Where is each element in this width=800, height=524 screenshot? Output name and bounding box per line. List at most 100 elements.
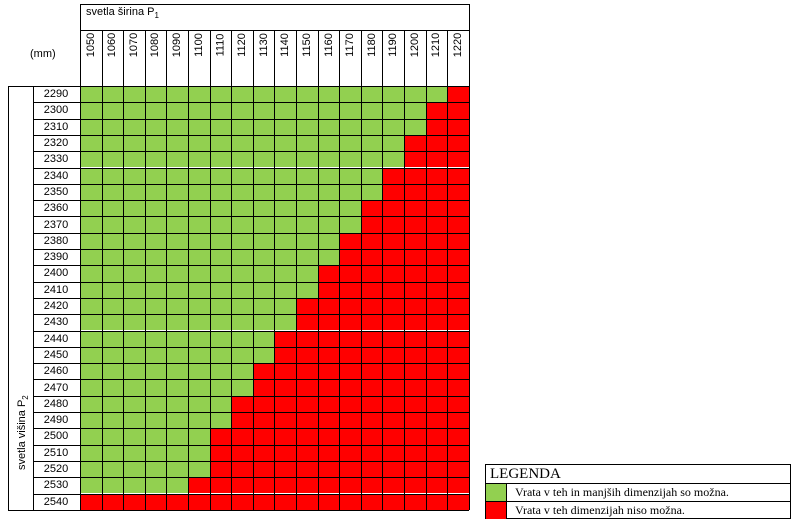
cell-not-possible bbox=[447, 428, 469, 445]
cell-not-possible bbox=[231, 412, 253, 429]
grid-line bbox=[33, 477, 469, 479]
grid-line bbox=[33, 134, 469, 136]
row-header: 2340 bbox=[43, 169, 69, 182]
row-header: 2490 bbox=[43, 414, 69, 427]
cell-not-possible bbox=[404, 314, 426, 331]
cell-possible bbox=[252, 86, 275, 103]
cell-not-possible bbox=[80, 493, 102, 510]
cell-possible bbox=[80, 102, 102, 119]
legend-swatch-not-possible bbox=[486, 502, 507, 519]
cell-possible bbox=[188, 363, 210, 380]
legend-text-possible: Vrata v teh in manjših dimenzijah so mož… bbox=[515, 485, 729, 499]
cell-possible bbox=[123, 216, 145, 233]
grid-line bbox=[8, 86, 9, 510]
cell-not-possible bbox=[252, 428, 275, 445]
cell-possible bbox=[80, 249, 102, 266]
cell-not-possible bbox=[317, 330, 340, 347]
cell-not-possible bbox=[404, 477, 426, 494]
cell-not-possible bbox=[425, 428, 448, 445]
row-header: 2400 bbox=[43, 267, 69, 280]
cell-possible bbox=[382, 102, 404, 119]
grid-line bbox=[33, 379, 469, 381]
cell-not-possible bbox=[317, 477, 340, 494]
unit-label: (mm) bbox=[30, 48, 56, 60]
column-header: 1130 bbox=[257, 33, 270, 57]
grid-line bbox=[123, 30, 125, 510]
cell-possible bbox=[101, 118, 124, 135]
cell-possible bbox=[123, 412, 145, 429]
cell-possible bbox=[188, 216, 210, 233]
cell-possible bbox=[209, 102, 232, 119]
row-header: 2540 bbox=[43, 495, 69, 508]
cell-not-possible bbox=[296, 314, 318, 331]
cell-possible bbox=[188, 428, 210, 445]
cell-possible bbox=[144, 151, 167, 168]
cell-possible bbox=[404, 86, 426, 103]
cell-not-possible bbox=[360, 249, 383, 266]
cell-possible bbox=[123, 118, 145, 135]
cell-possible bbox=[339, 167, 361, 184]
cell-possible bbox=[123, 428, 145, 445]
cell-possible bbox=[80, 183, 102, 201]
grid-line bbox=[33, 346, 469, 348]
cell-not-possible bbox=[382, 460, 404, 478]
legend-swatch-possible bbox=[486, 484, 507, 501]
cell-not-possible bbox=[339, 428, 361, 445]
cell-not-possible bbox=[447, 183, 469, 201]
cell-not-possible bbox=[425, 151, 448, 168]
cell-possible bbox=[123, 281, 145, 298]
cell-possible bbox=[101, 379, 124, 396]
grid-line bbox=[33, 216, 469, 218]
cell-possible bbox=[317, 232, 340, 249]
cell-possible bbox=[209, 183, 232, 201]
cell-possible bbox=[144, 167, 167, 184]
cell-possible bbox=[209, 265, 232, 282]
cell-not-possible bbox=[425, 330, 448, 347]
cell-not-possible bbox=[382, 395, 404, 412]
cell-possible bbox=[209, 395, 232, 412]
width-axis-label: svetla širina P1 bbox=[86, 6, 159, 21]
cell-not-possible bbox=[274, 346, 296, 364]
cell-not-possible bbox=[360, 412, 383, 429]
cell-not-possible bbox=[296, 444, 318, 461]
cell-possible bbox=[80, 363, 102, 380]
cell-possible bbox=[252, 297, 275, 315]
cell-possible bbox=[188, 102, 210, 119]
cell-possible bbox=[209, 412, 232, 429]
cell-possible bbox=[101, 86, 124, 103]
cell-possible bbox=[317, 216, 340, 233]
grid-line bbox=[382, 30, 384, 510]
cell-possible bbox=[166, 460, 188, 478]
cell-possible bbox=[209, 281, 232, 298]
cell-possible bbox=[317, 118, 340, 135]
cell-not-possible bbox=[425, 379, 448, 396]
cell-not-possible bbox=[425, 134, 448, 152]
cell-possible bbox=[101, 363, 124, 380]
cell-possible bbox=[123, 477, 145, 494]
cell-possible bbox=[209, 216, 232, 233]
cell-possible bbox=[252, 216, 275, 233]
cell-not-possible bbox=[252, 363, 275, 380]
cell-possible bbox=[231, 183, 253, 201]
grid-line bbox=[8, 86, 33, 87]
cell-not-possible bbox=[231, 428, 253, 445]
cell-not-possible bbox=[317, 412, 340, 429]
cell-not-possible bbox=[447, 346, 469, 364]
cell-not-possible bbox=[231, 460, 253, 478]
cell-possible bbox=[101, 102, 124, 119]
grid-line bbox=[80, 30, 469, 31]
cell-possible bbox=[231, 379, 253, 396]
cell-possible bbox=[360, 183, 383, 201]
cell-possible bbox=[188, 412, 210, 429]
cell-possible bbox=[231, 232, 253, 249]
cell-not-possible bbox=[382, 232, 404, 249]
cell-possible bbox=[144, 314, 167, 331]
cell-not-possible bbox=[144, 493, 167, 510]
cell-not-possible bbox=[274, 493, 296, 510]
cell-possible bbox=[252, 102, 275, 119]
cell-possible bbox=[144, 281, 167, 298]
cell-possible bbox=[209, 118, 232, 135]
cell-possible bbox=[231, 134, 253, 152]
cell-not-possible bbox=[425, 249, 448, 266]
cell-possible bbox=[274, 281, 296, 298]
